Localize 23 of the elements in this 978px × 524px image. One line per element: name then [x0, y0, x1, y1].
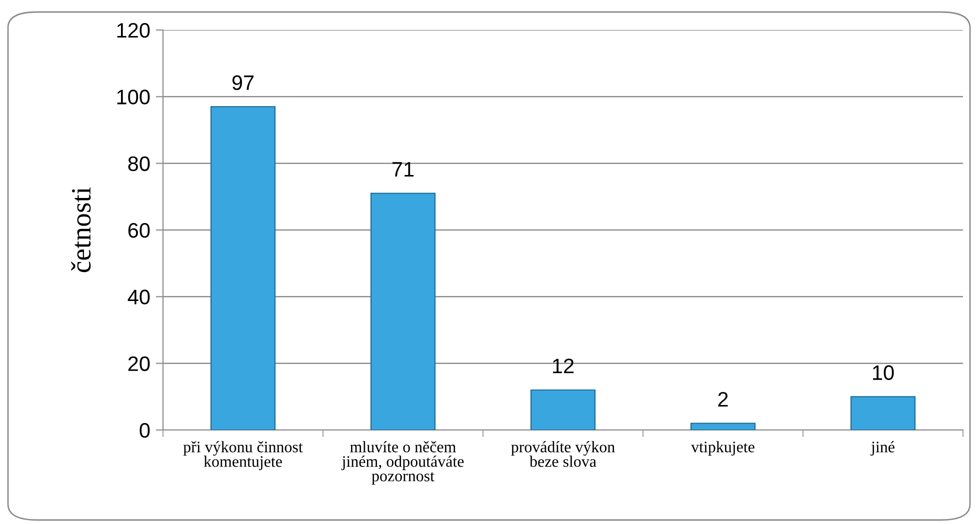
y-tick-label: 80 — [128, 156, 150, 172]
x-tick-label: mluvíte o něčem jiném, odpoutáváte pozornost — [341, 441, 464, 485]
x-tick-label: při výkonu činnost komentujete — [183, 441, 303, 470]
data-label: 97 — [232, 75, 254, 90]
y-tick-label: 40 — [128, 290, 150, 304]
data-label: 2 — [718, 392, 728, 407]
y-tick-label: 100 — [117, 90, 150, 104]
data-label: 12 — [553, 358, 574, 374]
y-tick-label: 20 — [128, 356, 150, 372]
bar — [690, 422, 756, 430]
bar — [530, 389, 596, 430]
y-tick-label: 120 — [117, 23, 150, 38]
data-label: 71 — [392, 162, 414, 177]
bar — [210, 106, 276, 430]
y-tick-label: 60 — [128, 223, 150, 238]
x-tick-label: vtipkujete — [691, 441, 754, 456]
y-tick-label: 0 — [140, 423, 150, 438]
data-label: 10 — [873, 365, 894, 380]
x-tick-label: provádíte výkon beze slova — [511, 441, 615, 467]
bar — [850, 396, 916, 430]
y-axis-title: četnosti — [71, 187, 91, 272]
x-tick-label: jiné — [870, 441, 894, 456]
bar — [370, 192, 436, 430]
